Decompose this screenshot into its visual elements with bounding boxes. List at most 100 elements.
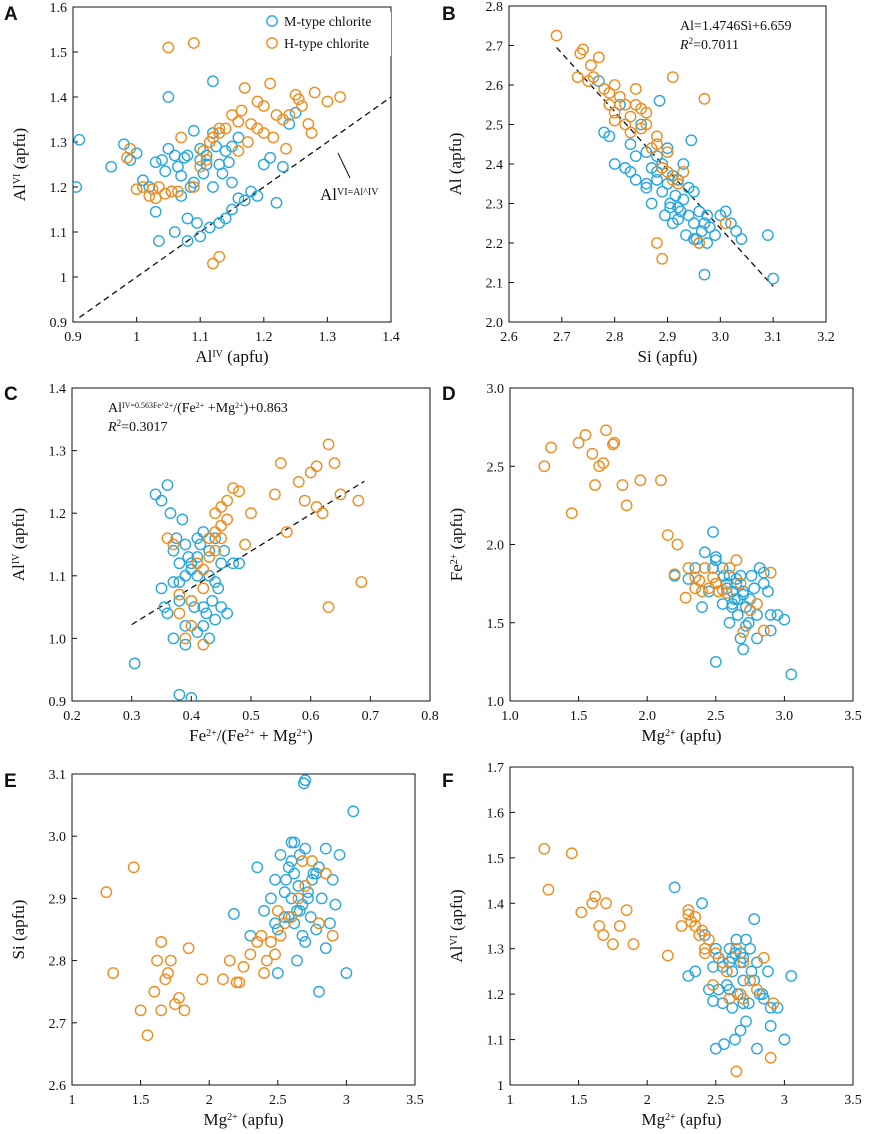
series-m-type: [73, 75, 302, 247]
x-tick-label: 0.3: [123, 709, 141, 724]
data-point: [159, 165, 172, 178]
data-point: [226, 203, 238, 216]
data-point: [689, 965, 702, 978]
data-point: [197, 601, 210, 613]
data-point: [731, 593, 744, 606]
data-point: [730, 942, 743, 955]
data-point: [757, 992, 770, 1005]
data-point: [718, 569, 730, 582]
data-point: [723, 562, 736, 574]
x-tick-label: 0.7: [362, 709, 380, 724]
data-point: [726, 601, 739, 613]
data-point: [173, 588, 186, 601]
data-point: [635, 118, 647, 131]
data-point: [151, 954, 163, 967]
data-point: [651, 237, 663, 249]
data-point: [134, 1004, 147, 1017]
data-point: [235, 104, 248, 117]
data-point: [586, 897, 599, 910]
data-point: [315, 892, 328, 905]
data-point: [653, 94, 666, 107]
data-point: [219, 122, 232, 135]
data-point: [152, 235, 165, 247]
data-point: [188, 601, 201, 613]
data-point: [278, 917, 291, 930]
data-point: [181, 149, 194, 162]
data-point: [271, 967, 284, 979]
x-tick-label: 2.0: [638, 709, 656, 724]
data-point: [182, 942, 195, 955]
data-point: [285, 855, 298, 867]
data-point: [629, 83, 642, 95]
data-point: [207, 75, 219, 88]
data-point: [194, 160, 207, 173]
data-point: [265, 892, 277, 905]
data-point: [212, 582, 225, 595]
data-point: [748, 913, 761, 926]
data-point: [545, 441, 558, 454]
data-point: [634, 474, 647, 487]
data-point: [173, 688, 186, 701]
x-tick-label: 1.2: [255, 330, 273, 345]
data-point: [232, 131, 245, 144]
data-point: [161, 532, 174, 545]
data-point: [251, 190, 264, 202]
data-point: [651, 173, 663, 186]
data-point: [737, 626, 750, 639]
series-h-type: [538, 424, 777, 639]
data-point: [149, 192, 162, 205]
data-point: [719, 217, 732, 230]
data-point: [707, 995, 719, 1007]
data-point: [124, 142, 137, 155]
data-point: [709, 655, 722, 668]
data-point: [233, 557, 245, 570]
legend-h-label: H-type chlorite: [284, 37, 369, 52]
y-tick-label: 2.6: [486, 79, 504, 94]
y-tick-label: 1.3: [487, 943, 505, 958]
data-point: [203, 532, 216, 545]
data-point: [675, 920, 688, 932]
data-point: [223, 954, 236, 967]
data-point: [185, 563, 198, 576]
fit-equation: Al=1.4746Si+6.659: [680, 19, 791, 34]
data-point: [668, 881, 681, 894]
x-tick-label: 1: [507, 1093, 514, 1108]
data-point: [155, 936, 168, 948]
x-axis-title: Mg2+ (apfu): [203, 1110, 283, 1129]
data-point: [661, 165, 674, 178]
x-tick-label: 1.5: [570, 709, 588, 724]
data-point: [209, 526, 222, 538]
data-point: [233, 485, 245, 498]
data-point: [233, 976, 246, 989]
y-tick-label: 2.0: [487, 539, 505, 554]
data-point: [761, 229, 774, 242]
data-point: [187, 124, 200, 137]
data-point: [737, 956, 750, 969]
data-point: [757, 624, 770, 637]
data-point: [538, 460, 551, 473]
data-point: [313, 861, 325, 874]
data-point: [764, 566, 777, 579]
panel-c: C 0.2 0.3 0.4 0.5 0.6 0.7 0.8 0.9 1.0 1.1 1.2 1.3 1.4…: [4, 382, 439, 745]
data-point: [185, 594, 198, 607]
data-point: [107, 967, 120, 979]
data-point: [209, 532, 222, 545]
data-point: [296, 100, 308, 112]
data-point: [162, 967, 174, 979]
data-point: [709, 577, 722, 590]
data-point: [682, 209, 695, 222]
y-tick-label: 1.5: [50, 46, 68, 61]
data-point: [175, 169, 188, 182]
x-tick-label: 1.5: [132, 1093, 150, 1108]
data-point: [179, 538, 192, 551]
x-axis-title: Mg2+ (apfu): [641, 1110, 721, 1129]
data-point: [624, 126, 637, 139]
data-point: [321, 95, 334, 108]
data-point: [203, 569, 216, 582]
data-point: [191, 626, 204, 639]
data-point: [203, 632, 216, 645]
data-point: [222, 156, 235, 169]
data-point: [682, 573, 695, 585]
data-point: [179, 638, 192, 651]
data-point: [316, 507, 329, 520]
